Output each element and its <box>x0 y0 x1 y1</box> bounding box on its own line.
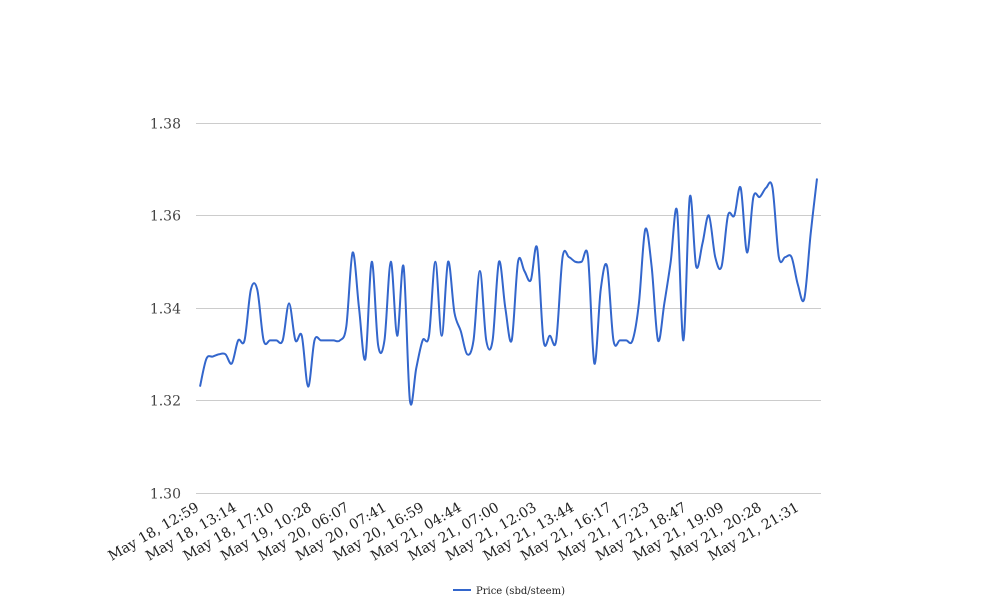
y-axis-ticks: 1.30 1.32 1.34 1.36 1.38 <box>150 117 181 503</box>
y-tick-label: 1.30 <box>150 487 181 503</box>
series-layer <box>199 178 818 406</box>
y-tick-label: 1.36 <box>150 209 181 225</box>
series-line-price <box>199 178 818 406</box>
legend-label: Price (sbd/steem) <box>476 586 565 597</box>
grid-lines <box>196 123 821 494</box>
legend: Price (sbd/steem) <box>453 586 565 597</box>
y-tick-label: 1.38 <box>150 117 181 133</box>
y-tick-label: 1.34 <box>150 302 181 318</box>
y-tick-label: 1.32 <box>150 394 181 410</box>
